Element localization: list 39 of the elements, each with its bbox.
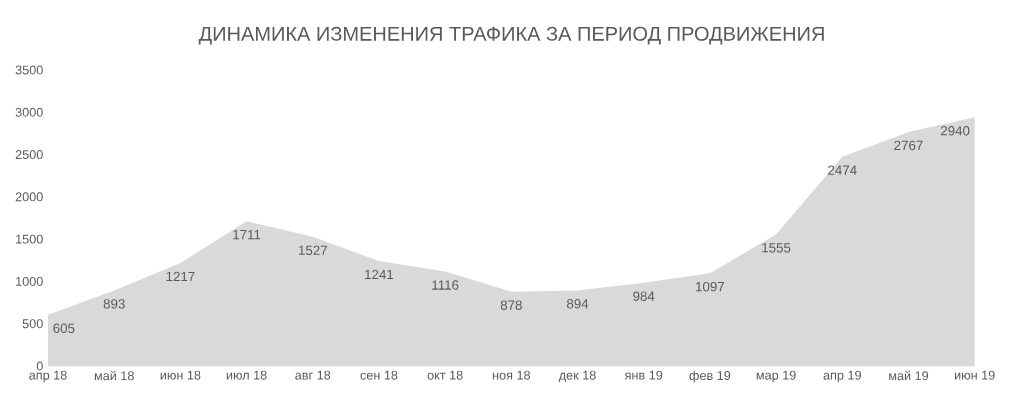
y-tick-label: 500: [22, 319, 43, 329]
x-tick-label: июн 19: [954, 370, 995, 380]
y-tick-label: 2500: [15, 150, 43, 160]
x-tick-label: май 19: [889, 370, 929, 381]
data-label: 894: [566, 299, 589, 309]
x-tick-label: июл 18: [226, 370, 267, 380]
data-label: 1217: [166, 271, 195, 282]
data-label: 984: [633, 291, 655, 301]
x-tick-label: окт 18: [427, 370, 463, 380]
data-label: 1711: [233, 229, 261, 240]
x-tick-label: авг 18: [295, 370, 331, 380]
x-tick-label: фев 19: [689, 370, 731, 383]
y-tick-label: 3500: [15, 65, 43, 75]
data-label: 1527: [298, 245, 327, 255]
y-tick-label: 1000: [16, 276, 43, 286]
data-label: 605: [53, 323, 75, 333]
data-label: 1097: [696, 281, 725, 292]
x-tick-label: апр 18: [29, 370, 67, 383]
x-tick-label: сен 18: [360, 370, 398, 380]
data-label: 878: [500, 300, 522, 310]
data-label: 1555: [762, 243, 791, 253]
data-label: 2767: [894, 140, 923, 151]
x-tick-label: июн 18: [160, 370, 201, 380]
y-tick-label: 3000: [15, 107, 43, 117]
data-label: 2474: [828, 165, 857, 175]
x-tick-label: мар 19: [756, 370, 796, 383]
y-tick-label: 0: [36, 361, 43, 371]
data-label: 2940: [940, 126, 970, 136]
x-tick-label: май 18: [94, 370, 134, 381]
data-label: 1116: [432, 280, 459, 290]
x-tick-label: дек 18: [558, 370, 596, 383]
x-tick-label: ноя 18: [492, 370, 531, 380]
x-tick-label: янв 19: [624, 370, 663, 380]
y-tick-label: 2000: [15, 192, 43, 202]
y-tick-label: 1500: [16, 234, 43, 244]
data-label: 893: [103, 299, 125, 309]
x-tick-label: апр 19: [823, 370, 861, 383]
chart-title: ДИНАМИКА ИЗМЕНЕНИЯ ТРАФИКА ЗА ПЕРИОД ПРОДВИЖЕНИЯ: [198, 26, 824, 45]
data-label: 1241: [365, 269, 394, 280]
